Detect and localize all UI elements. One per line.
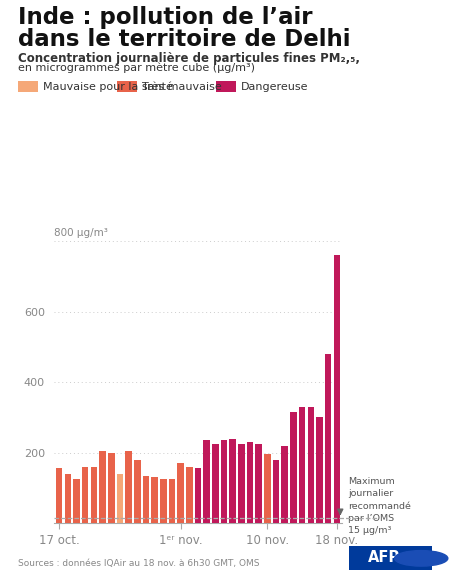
Bar <box>299 407 306 523</box>
Bar <box>195 468 201 523</box>
Bar <box>169 479 175 523</box>
Text: Dangereuse: Dangereuse <box>241 81 308 92</box>
Bar <box>221 440 227 523</box>
Bar <box>333 255 340 523</box>
Bar <box>82 466 89 523</box>
Circle shape <box>395 551 448 566</box>
Bar <box>73 479 80 523</box>
Bar <box>99 451 106 523</box>
Bar <box>325 354 331 523</box>
Bar <box>117 474 123 523</box>
Text: Inde : pollution de l’air: Inde : pollution de l’air <box>18 6 312 29</box>
Bar <box>143 476 149 523</box>
Text: Concentration journalière de particules fines PM₂,₅,: Concentration journalière de particules … <box>18 52 360 65</box>
Bar <box>247 442 253 523</box>
Bar <box>256 444 262 523</box>
Bar <box>203 440 210 523</box>
Text: Très mauvaise: Très mauvaise <box>142 81 221 92</box>
Text: AFP: AFP <box>368 550 400 565</box>
Text: en microgrammes par mètre cube (μg/m³): en microgrammes par mètre cube (μg/m³) <box>18 62 255 73</box>
Text: dans le territoire de Delhi: dans le territoire de Delhi <box>18 28 351 51</box>
Bar <box>65 474 71 523</box>
Bar <box>108 453 114 523</box>
Bar <box>230 439 236 523</box>
Bar <box>160 479 166 523</box>
Bar <box>316 417 323 523</box>
Text: Sources : données IQAir au 18 nov. à 6h30 GMT, OMS: Sources : données IQAir au 18 nov. à 6h3… <box>18 558 260 568</box>
Bar <box>186 466 193 523</box>
Bar <box>238 444 245 523</box>
Bar <box>177 463 184 523</box>
Bar <box>282 446 288 523</box>
Bar <box>290 412 297 523</box>
Bar <box>151 477 158 523</box>
Text: 800 μg/m³: 800 μg/m³ <box>54 228 108 238</box>
Bar <box>56 468 63 523</box>
Bar <box>273 460 279 523</box>
Text: Maximum
journalier
recommandé
par l’OMS
15 μg/m³: Maximum journalier recommandé par l’OMS … <box>348 477 411 535</box>
Bar <box>264 454 270 523</box>
Bar <box>307 407 314 523</box>
Bar <box>134 460 140 523</box>
Text: Mauvaise pour la santé: Mauvaise pour la santé <box>43 81 173 92</box>
Bar <box>126 451 132 523</box>
Bar <box>90 466 97 523</box>
Bar <box>212 444 219 523</box>
